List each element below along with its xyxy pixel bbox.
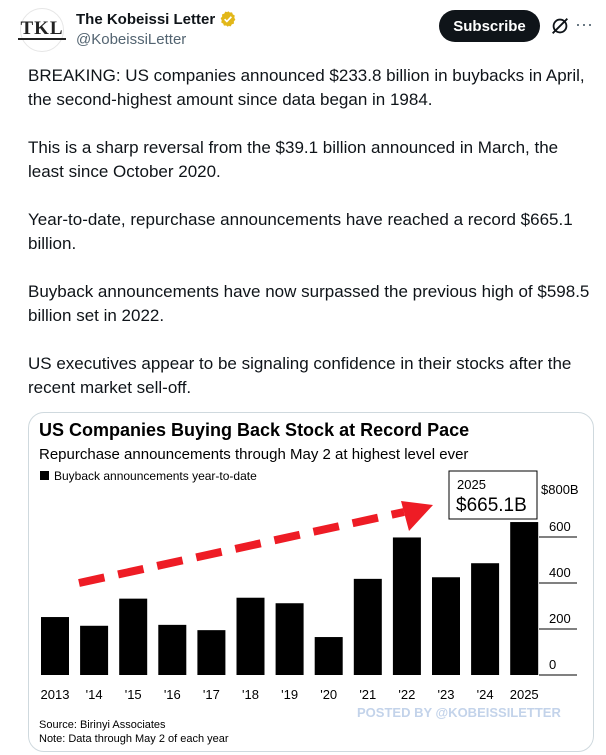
avatar[interactable]: TKL	[18, 8, 66, 52]
legend-label: Buyback announcements year-to-date	[54, 469, 257, 483]
callout-value: $665.1B	[456, 495, 527, 516]
x-tick-label: '23	[438, 687, 455, 702]
buyback-chart: US Companies Buying Back Stock at Record…	[39, 420, 579, 745]
bar	[510, 522, 539, 675]
bar	[353, 578, 382, 675]
bar	[197, 630, 226, 675]
chart-image[interactable]: US Companies Buying Back Stock at Record…	[28, 412, 594, 752]
y-axis-unit-label: $800B	[541, 482, 579, 497]
x-tick-label: '22	[398, 687, 415, 702]
tweet-text: BREAKING: US companies announced $233.8 …	[28, 64, 596, 424]
tweet-paragraph: This is a sharp reversal from the $39.1 …	[28, 138, 559, 181]
x-tick-label: '18	[242, 687, 259, 702]
x-tick-label: '17	[203, 687, 220, 702]
bar	[471, 563, 500, 675]
trend-arrowhead	[401, 501, 433, 531]
bar	[392, 537, 421, 675]
bar	[275, 603, 304, 675]
user-handle[interactable]: @KobeissiLetter	[76, 31, 187, 48]
legend-swatch	[40, 471, 49, 480]
callout-box	[448, 470, 538, 520]
x-tick-label: '21	[359, 687, 376, 702]
grok-icon[interactable]	[549, 15, 571, 37]
bar	[80, 625, 109, 675]
avatar-logo-text: TKL	[18, 18, 66, 40]
x-tick-label: '15	[125, 687, 142, 702]
x-tick-label: '14	[86, 687, 103, 702]
bar	[41, 617, 69, 675]
y-tick-label: 0	[549, 657, 556, 672]
tweet-paragraph: Buyback announcements have now surpassed…	[28, 282, 590, 325]
x-tick-label: '20	[320, 687, 337, 702]
x-tick-label: '24	[477, 687, 494, 702]
x-tick-label: '16	[164, 687, 181, 702]
chart-note: Note: Data through May 2 of each year	[39, 733, 229, 745]
x-tick-label: '19	[281, 687, 298, 702]
chart-subtitle: Repurchase announcements through May 2 a…	[39, 446, 468, 463]
y-tick-label: 400	[549, 565, 571, 580]
name-row: The Kobeissi Letter	[76, 10, 237, 28]
bar	[432, 577, 460, 675]
tweet-paragraph: BREAKING: US companies announced $233.8 …	[28, 66, 585, 109]
bar	[158, 624, 187, 675]
display-name[interactable]: The Kobeissi Letter	[76, 10, 216, 28]
more-options-icon[interactable]: ···	[575, 14, 593, 34]
bar	[236, 597, 265, 675]
x-tick-label: 2013	[41, 687, 70, 702]
bar	[119, 598, 148, 675]
verified-badge-icon	[220, 11, 236, 27]
watermark: POSTED BY @KOBEISSILETTER	[357, 705, 561, 720]
tweet-paragraph: Year-to-date, repurchase announcements h…	[28, 210, 573, 253]
y-tick-label: 200	[549, 611, 571, 626]
chart-source: Source: Birinyi Associates	[39, 719, 166, 731]
y-tick-label: 600	[549, 519, 571, 534]
trend-arrow-line	[78, 508, 405, 587]
x-tick-label: 2025	[510, 687, 539, 702]
tweet-header: TKL The Kobeissi Letter @KobeissiLetter …	[0, 0, 606, 60]
callout-year: 2025	[457, 477, 486, 492]
chart-title: US Companies Buying Back Stock at Record…	[39, 420, 469, 440]
bar	[314, 637, 343, 675]
tweet-paragraph: US executives appear to be signaling con…	[28, 354, 572, 397]
subscribe-button[interactable]: Subscribe	[439, 10, 540, 42]
